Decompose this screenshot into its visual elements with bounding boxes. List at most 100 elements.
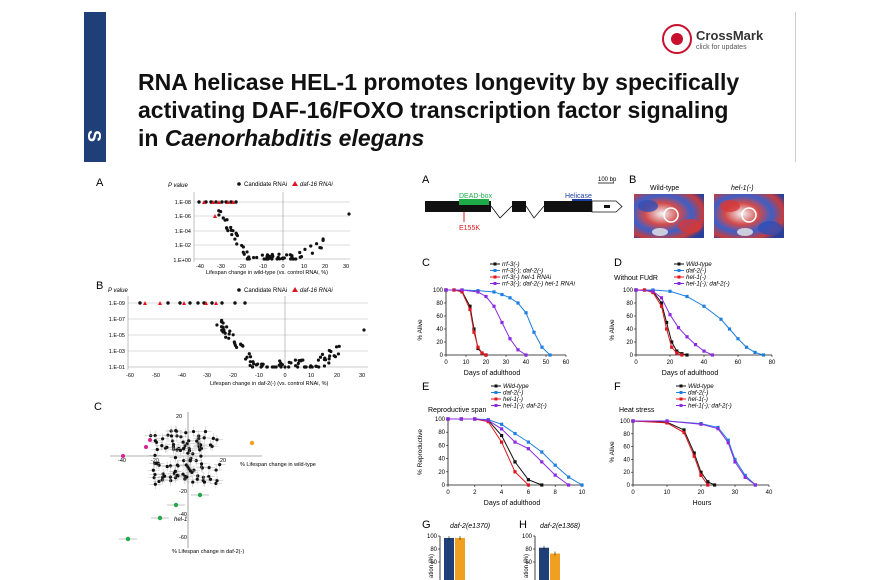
series-line-F-0 (632, 420, 715, 486)
right-panel-b-label: B (629, 174, 636, 186)
scatter-c-point (188, 459, 192, 463)
scatter-c-point (210, 444, 214, 448)
scatter-c-point (182, 446, 186, 450)
series-line-E-1 (448, 418, 583, 486)
series-point-C-0 (472, 327, 476, 331)
series-point-F-0 (665, 420, 669, 424)
left-a-axes (193, 192, 350, 262)
left-a-legend-candidate-marker (237, 182, 241, 186)
scatter-a-point (214, 200, 218, 204)
left-a-ytick-3: 1.E-02 (175, 243, 191, 249)
scatter-c-point (183, 474, 187, 479)
legend-label-C-1: rrf-3(-); daf-2(-) (502, 268, 543, 275)
scatter-b-point (210, 301, 214, 305)
xtick-F: 10 (664, 490, 671, 496)
bar-ytick-H: 80 (525, 547, 532, 553)
series-point-E-3 (526, 447, 530, 451)
scatter-c-point (214, 481, 218, 486)
scatter-c-point (191, 452, 195, 456)
series-point-E-3 (500, 427, 504, 431)
series-point-D-0 (675, 349, 679, 353)
scatter-a-point (314, 242, 319, 246)
xtick-C: 50 (543, 360, 550, 366)
series-point-E-1 (459, 417, 463, 421)
scatter-a-point (318, 246, 322, 250)
scatter-c-point (198, 448, 202, 452)
left-c-axes (110, 412, 262, 548)
scatter-c-point (171, 445, 176, 449)
series-point-F-1 (665, 419, 669, 423)
scatter-a-point (309, 244, 313, 248)
ytick-D: 100 (623, 288, 634, 294)
scatter-a-daf16 (213, 214, 217, 218)
plot-h (539, 545, 560, 580)
scatter-b-point (166, 301, 170, 305)
ytick-D: 20 (626, 340, 633, 346)
scatter-c-point (191, 480, 195, 484)
left-a-xtick-4: 0 (281, 264, 284, 270)
series-point-E-1 (567, 475, 571, 479)
scatter-c-point (153, 472, 157, 477)
scatter-c-highlight (157, 515, 163, 521)
series-point-D-1 (634, 288, 638, 292)
axes-g: 100 80 60 (427, 534, 441, 580)
crossmark-badge[interactable]: CrossMark click for updates (662, 24, 772, 58)
gene-diagram (425, 199, 623, 222)
scatter-b-point (314, 364, 318, 368)
scatter-b-point (251, 360, 255, 364)
ytick-F: 0 (627, 483, 631, 489)
series-point-D-1 (736, 337, 740, 341)
series-point-D-1 (753, 350, 757, 354)
series-line-D-0 (636, 289, 688, 356)
scatter-b-point (224, 335, 228, 339)
scatter-c-point (191, 429, 196, 434)
right-panel-d-label: D (614, 257, 622, 269)
left-a-ytick-2: 1.E-04 (175, 229, 191, 235)
legend-marker-C-3 (493, 282, 497, 285)
scatter-c-point (214, 468, 218, 472)
d-condition: Without FUdR (614, 275, 658, 282)
scatter-b-point (287, 365, 291, 369)
left-b-ytick-3: 1.E-03 (109, 349, 125, 355)
ytick-E: 40 (438, 457, 445, 463)
scatter-c-point (173, 469, 178, 473)
xtick-E: 6 (527, 490, 531, 496)
scatter-c-point (181, 472, 185, 476)
left-c-xtick-2: 20 (220, 458, 226, 464)
series-point-C-1 (524, 311, 528, 315)
scatter-b-point (248, 360, 252, 364)
scatter-a-point (275, 257, 279, 261)
scatter-b-point (223, 331, 227, 335)
series-point-E-3 (567, 483, 571, 487)
scatter-a-point (319, 246, 323, 250)
bar-ytick-H: 60 (525, 560, 532, 566)
left-b-legend-candidate: Candidate RNAi (244, 288, 287, 294)
scatter-b-point (221, 330, 225, 334)
series-point-F-0 (692, 451, 696, 455)
scatter-c-point (195, 477, 199, 481)
scatter-c-point (157, 463, 161, 467)
scatter-b-point (299, 359, 303, 363)
series-line-D-3 (635, 289, 713, 356)
ytick-D: 60 (626, 314, 633, 320)
series-point-D-2 (651, 291, 655, 295)
scatter-c-point (176, 474, 180, 478)
scatter-b-point (265, 365, 269, 369)
series-point-C-1 (492, 290, 496, 294)
title-line-3: in Caenorhabditis elegans (138, 124, 788, 152)
scatter-b-point (316, 358, 321, 362)
series-point-C-3 (484, 294, 488, 299)
ytick-F: 80 (623, 432, 630, 438)
series-point-D-2 (675, 351, 679, 355)
scatter-c-point (218, 463, 222, 467)
g-ylabel: ation (%) (429, 554, 435, 578)
series-point-E-0 (446, 417, 450, 421)
scatter-a-point (217, 209, 221, 213)
scatter-a-point (225, 226, 229, 230)
scatter-a-point (265, 254, 269, 258)
legend-marker-C-2 (493, 275, 497, 279)
left-a-xtick-6: 20 (322, 264, 328, 270)
scatter-c-highlight (148, 438, 152, 442)
series-point-F-3 (726, 441, 730, 445)
